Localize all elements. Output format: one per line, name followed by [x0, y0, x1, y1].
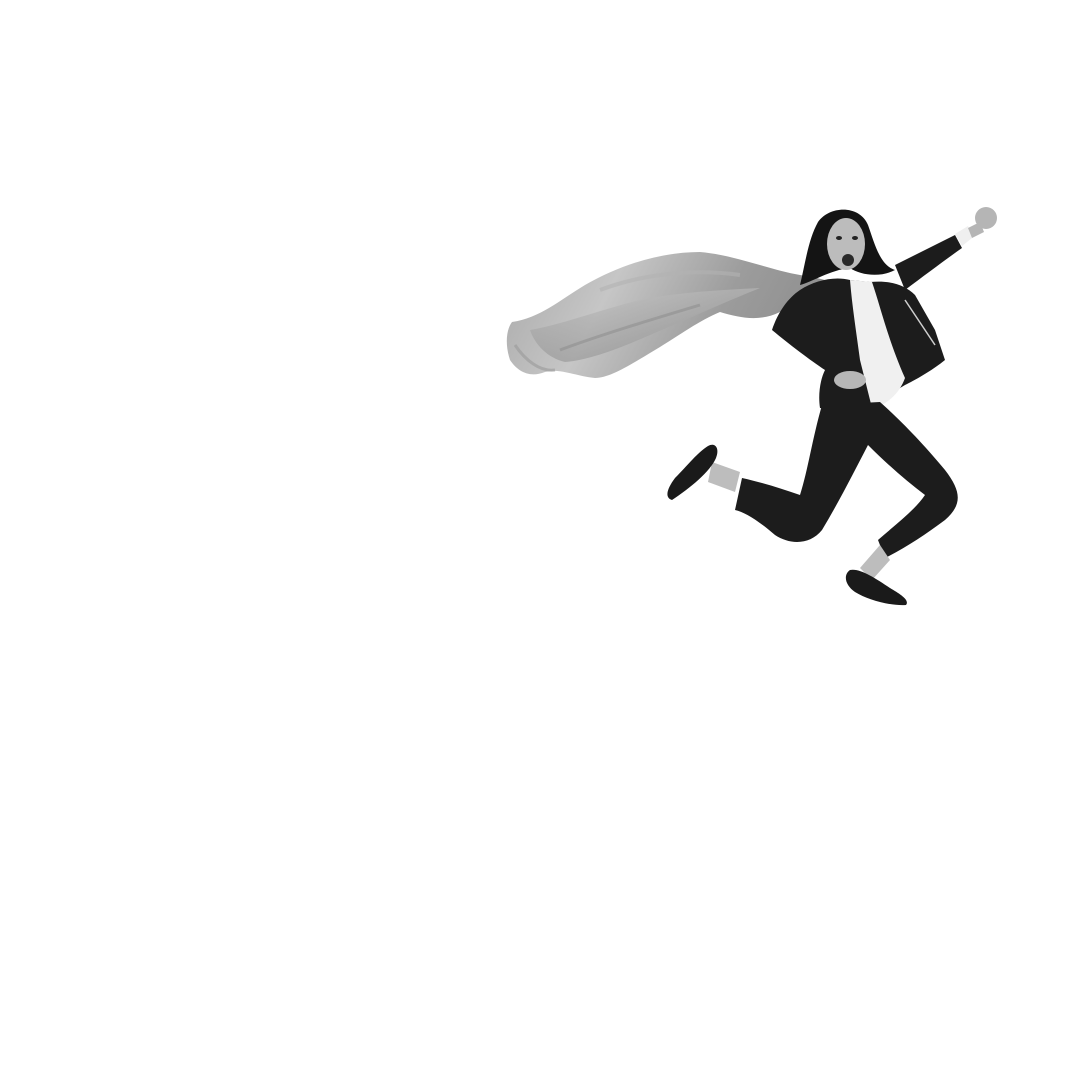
- blouse: [850, 280, 905, 408]
- right-shoe: [845, 569, 907, 606]
- trousers: [735, 402, 958, 558]
- open-mouth: [842, 254, 854, 266]
- raised-arm: [895, 235, 962, 290]
- face: [827, 218, 865, 270]
- hand-on-hip: [834, 371, 866, 389]
- left-shoe: [667, 444, 718, 500]
- cape: [506, 252, 845, 378]
